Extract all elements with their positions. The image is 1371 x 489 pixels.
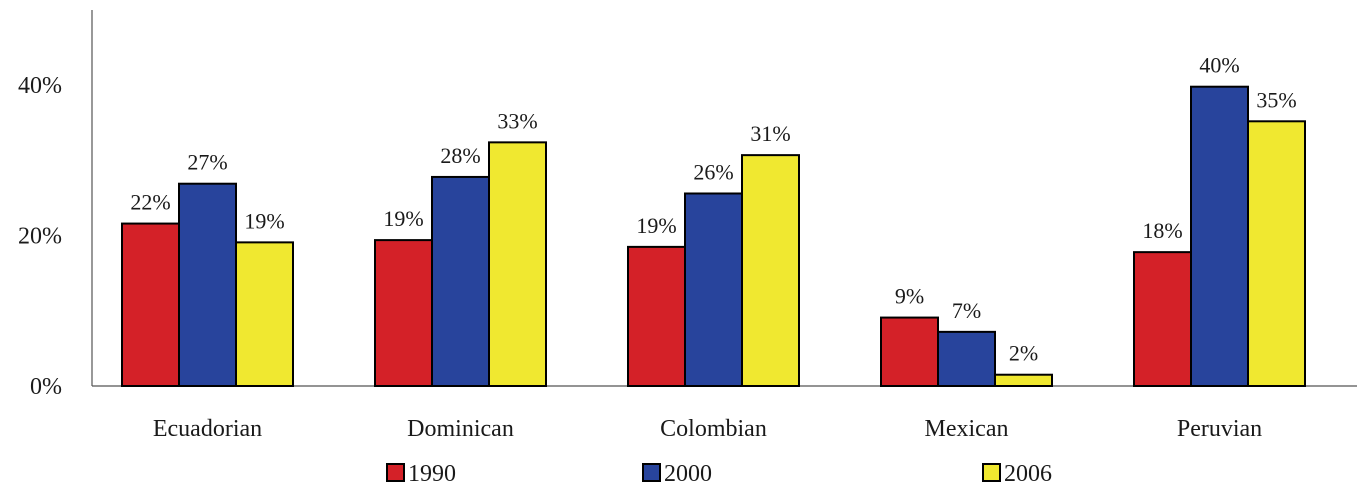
data-label: 28%: [440, 143, 480, 168]
legend-swatch-1990: [386, 463, 405, 482]
legend-label: 2006: [1004, 461, 1052, 487]
data-label: 33%: [497, 108, 537, 133]
category-label: Peruvian: [1177, 416, 1262, 442]
category-label: Mexican: [925, 416, 1009, 442]
data-label: 7%: [952, 298, 981, 323]
data-label: 9%: [895, 284, 924, 309]
category-labels: Ecuadorian Dominican Colombian Mexican Peruv…: [153, 416, 1262, 442]
bar-1990-peruvian: [1133, 251, 1192, 387]
bar-1990-ecuadorian: [121, 222, 180, 387]
bar-2000-dominican: [431, 175, 490, 387]
data-label: 40%: [1199, 53, 1239, 78]
legend-label: 1990: [408, 461, 456, 487]
bars: [121, 85, 1306, 388]
bar-2006-colombian: [741, 154, 800, 387]
data-label: 22%: [130, 190, 170, 215]
bar-2006-peruvian: [1247, 120, 1306, 388]
bar-1990-colombian: [627, 245, 686, 387]
data-labels: 22% 27% 19% 19% 28% 33% 19% 26% 31% 9% 7% 2% 18% 40% 3…: [130, 53, 1296, 366]
bar-2000-colombian: [684, 192, 743, 387]
y-tick-labels: 0% 20% 40%: [18, 73, 62, 400]
data-label: 35%: [1256, 87, 1296, 112]
data-label: 27%: [187, 150, 227, 175]
data-label: 19%: [636, 213, 676, 238]
category-label: Dominican: [407, 416, 514, 442]
data-label: 26%: [693, 159, 733, 184]
legend-label: 2000: [664, 461, 712, 487]
legend-swatch-2000: [642, 463, 661, 482]
bar-2000-peruvian: [1190, 85, 1249, 387]
data-label: 31%: [750, 121, 790, 146]
bar-2000-ecuadorian: [178, 182, 237, 387]
y-tick-label: 40%: [18, 73, 62, 99]
y-tick-label: 0%: [30, 374, 62, 400]
bar-2000-mexican: [937, 330, 996, 387]
category-label: Ecuadorian: [153, 416, 262, 442]
data-label: 19%: [244, 208, 284, 233]
bar-2006-dominican: [488, 141, 547, 387]
bar-2006-ecuadorian: [235, 241, 294, 387]
data-label: 18%: [1142, 218, 1182, 243]
legend-swatch-2006: [982, 463, 1001, 482]
data-label: 2%: [1009, 341, 1038, 366]
category-label: Colombian: [660, 416, 767, 442]
bar-2006-mexican: [994, 373, 1053, 388]
bar-1990-mexican: [880, 316, 939, 387]
data-label: 19%: [383, 206, 423, 231]
bar-1990-dominican: [374, 239, 433, 387]
legend: 1990 2000 2006: [386, 461, 1052, 487]
y-tick-label: 20%: [18, 224, 62, 250]
